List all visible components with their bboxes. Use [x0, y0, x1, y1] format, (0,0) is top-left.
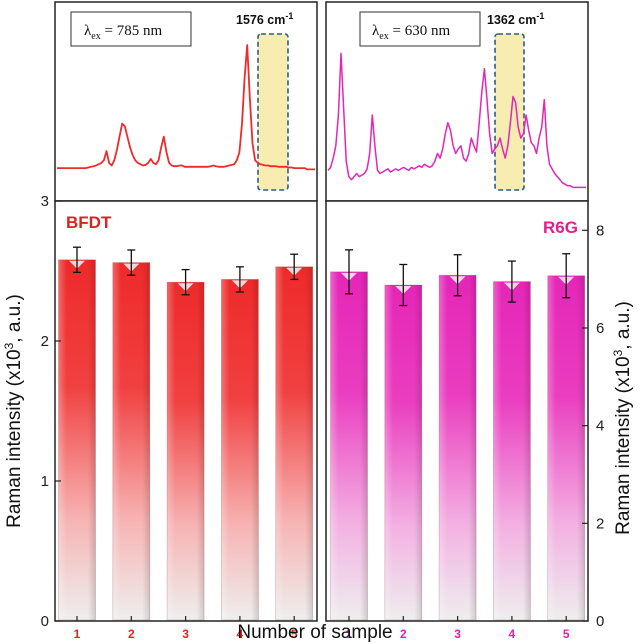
bar-shading — [439, 275, 477, 620]
bar-shading — [58, 259, 96, 620]
bar-shading — [275, 266, 313, 620]
x-tick-label: 3 — [454, 627, 461, 641]
bar-panel-r6g: 0 2 4 6 8 1 2 3 4 5 R6G — [325, 200, 604, 641]
bar-shading — [167, 282, 205, 620]
y-axis-title-left: Raman intensity (x103, a.u.) — [2, 294, 25, 528]
peak-label-r6g: 1362 cm-1 — [487, 11, 544, 27]
spectrum-panel-r6g: λex = 630 nm 1362 cm-1 — [325, 1, 589, 202]
spectrum-line-bfdt — [57, 44, 315, 171]
lambda-subscript: ex — [91, 31, 100, 42]
y-tick-label: 8 — [596, 222, 604, 239]
excitation-value: = 630 nm — [389, 23, 451, 39]
y-tick-label: 0 — [596, 613, 604, 630]
bar-shading — [221, 279, 259, 620]
x-tick-label: 4 — [509, 627, 516, 641]
bars-r6g — [330, 249, 586, 621]
x-tick-label: 2 — [128, 627, 135, 641]
x-tick-label: 1 — [346, 627, 353, 641]
series-label-bfdt: BFDT — [66, 213, 112, 232]
bar-shading — [493, 281, 531, 620]
series-label-r6g: R6G — [543, 218, 578, 237]
x-ticks-bfdt: 1 2 3 4 5 — [74, 616, 298, 641]
excitation-value: = 785 nm — [101, 23, 163, 39]
excitation-label-bfdt: λex = 785 nm — [84, 23, 162, 42]
bars-bfdt — [58, 246, 314, 621]
x-tick-label: 2 — [400, 627, 407, 641]
spectrum-line-r6g — [327, 52, 586, 189]
x-tick-label: 5 — [291, 627, 298, 641]
y-tick-label: 6 — [596, 320, 604, 337]
bar-panel-bfdt: 0 1 2 3 1 2 3 4 5 BFDT — [41, 193, 318, 641]
peak-label-bfdt: 1576 cm-1 — [236, 11, 293, 27]
peak-highlight-bfdt — [257, 33, 289, 191]
bar-shading — [384, 285, 422, 620]
excitation-box-bfdt — [70, 11, 192, 47]
x-ticks-r6g: 1 2 3 4 5 — [346, 616, 570, 641]
x-tick-label: 5 — [563, 627, 570, 641]
y-axis-title-right: Raman intensity (x103, a.u.) — [611, 301, 634, 535]
x-tick-label: 4 — [237, 627, 244, 641]
excitation-label-r6g: λex = 630 nm — [372, 23, 450, 42]
y-tick-label: 0 — [41, 613, 49, 630]
bar-shading — [330, 271, 368, 620]
lambda-symbol: λ — [372, 23, 380, 39]
y-ticks-r6g: 0 2 4 6 8 — [582, 222, 604, 630]
y-tick-label: 2 — [596, 515, 604, 532]
y-tick-label: 1 — [41, 473, 49, 490]
lambda-symbol: λ — [84, 23, 92, 39]
excitation-box-r6g — [359, 11, 481, 47]
x-tick-label: 3 — [182, 627, 189, 641]
x-axis-title: Number of sample — [237, 622, 392, 643]
bar-shading — [112, 262, 150, 620]
y-tick-label: 4 — [596, 418, 604, 435]
peak-highlight-r6g — [494, 33, 525, 191]
lambda-subscript: ex — [379, 31, 388, 42]
y-tick-label: 2 — [41, 333, 49, 350]
y-tick-label: 3 — [41, 193, 49, 210]
x-tick-label: 1 — [74, 627, 81, 641]
bar-shading — [547, 275, 585, 620]
spectrum-panel-bfdt: λex = 785 nm 1576 cm-1 — [54, 1, 318, 202]
y-ticks-bfdt: 0 1 2 3 — [41, 193, 61, 630]
